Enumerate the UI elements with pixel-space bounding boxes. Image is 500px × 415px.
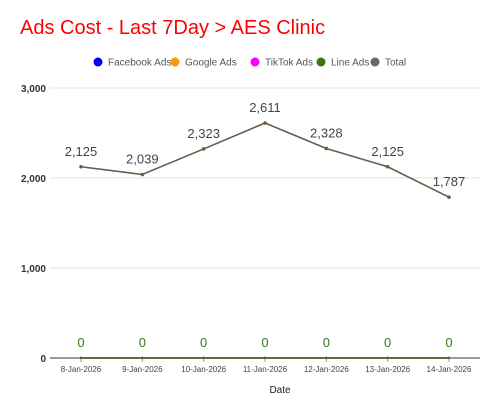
data-point <box>79 165 83 169</box>
data-point <box>202 357 204 359</box>
x-tick-label: 12-Jan-2026 <box>304 365 349 374</box>
legend-marker <box>171 58 180 67</box>
x-axis-label: Date <box>269 385 291 396</box>
data-label: 0 <box>445 335 452 350</box>
data-point <box>325 147 329 151</box>
data-point <box>141 173 145 177</box>
x-tick-label: 10-Jan-2026 <box>181 365 226 374</box>
legend-marker <box>251 58 260 67</box>
y-tick-label: 3,000 <box>21 84 46 95</box>
data-point <box>386 357 388 359</box>
legend-label: Total <box>385 58 406 69</box>
data-point <box>80 357 82 359</box>
y-tick-label: 0 <box>40 354 46 365</box>
data-label: 2,611 <box>249 100 281 115</box>
legend-marker <box>94 58 103 67</box>
data-label: 2,328 <box>310 125 343 140</box>
x-tick-label: 13-Jan-2026 <box>365 365 410 374</box>
data-label: 2,323 <box>187 126 220 141</box>
data-label: 0 <box>323 335 330 350</box>
data-label: 0 <box>261 335 268 350</box>
data-label: 2,039 <box>126 151 159 166</box>
data-point <box>448 357 450 359</box>
x-tick-label: 9-Jan-2026 <box>122 365 163 374</box>
legend-label: TikTok Ads <box>265 58 313 69</box>
y-tick-label: 2,000 <box>21 174 46 185</box>
y-tick-label: 1,000 <box>21 264 46 275</box>
data-label: 2,125 <box>371 144 404 159</box>
data-point <box>325 357 327 359</box>
legend-marker <box>371 58 380 67</box>
legend-label: Line Ads <box>331 58 369 69</box>
x-tick-label: 8-Jan-2026 <box>61 365 102 374</box>
legend-label: Facebook Ads <box>108 58 171 69</box>
data-point <box>264 357 266 359</box>
data-label: 0 <box>384 335 391 350</box>
data-point <box>263 121 267 125</box>
data-point <box>386 165 390 169</box>
legend-label: Google Ads <box>185 58 237 69</box>
data-label: 0 <box>77 335 84 350</box>
data-label: 0 <box>200 335 207 350</box>
data-label: 2,125 <box>65 144 98 159</box>
data-point <box>447 195 451 199</box>
x-tick-label: 14-Jan-2026 <box>427 365 472 374</box>
data-point <box>202 147 206 151</box>
data-label: 0 <box>139 335 146 350</box>
data-label: 1,787 <box>433 174 466 189</box>
data-point <box>141 357 143 359</box>
x-tick-label: 11-Jan-2026 <box>243 365 288 374</box>
legend-marker <box>317 58 326 67</box>
